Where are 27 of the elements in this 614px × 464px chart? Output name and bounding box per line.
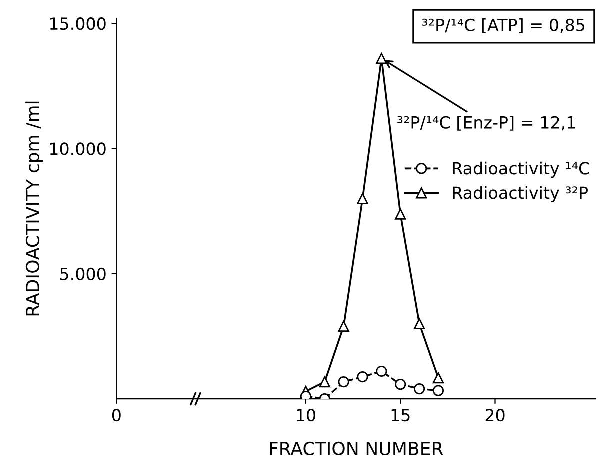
point [338, 376, 350, 388]
annotation: ³²P/¹⁴C [ATP] = 0,85 [422, 18, 585, 34]
legend-label: Radioactivity ³²P [453, 186, 588, 202]
annotation: ³²P/¹⁴C [Enz-P] = 12,1 [398, 116, 576, 131]
point [376, 366, 388, 378]
point [395, 208, 406, 220]
point [357, 193, 368, 204]
point [376, 53, 388, 64]
x-tick-label: 0 [112, 409, 121, 422]
x-tick-label: 15 [392, 409, 410, 422]
point [319, 376, 330, 388]
point [300, 390, 312, 400]
point [432, 385, 444, 396]
point [357, 371, 368, 383]
y-tick-label: 15.000 [50, 18, 106, 30]
x-axis-title: FRACTION NUMBER [270, 442, 444, 456]
y-axis-title: RADIOACTIVITY cpm /ml [26, 102, 44, 316]
x-tick-label: 10 [297, 409, 316, 422]
x-tick-label: 20 [486, 409, 505, 422]
legend-label: Radioactivity ¹⁴C [453, 162, 590, 178]
point [395, 378, 406, 390]
point [414, 383, 426, 395]
point [432, 372, 444, 384]
y-tick-label: 5.000 [60, 268, 106, 280]
y-tick-label: 10.000 [50, 142, 106, 156]
point [338, 320, 350, 332]
point [414, 318, 426, 330]
